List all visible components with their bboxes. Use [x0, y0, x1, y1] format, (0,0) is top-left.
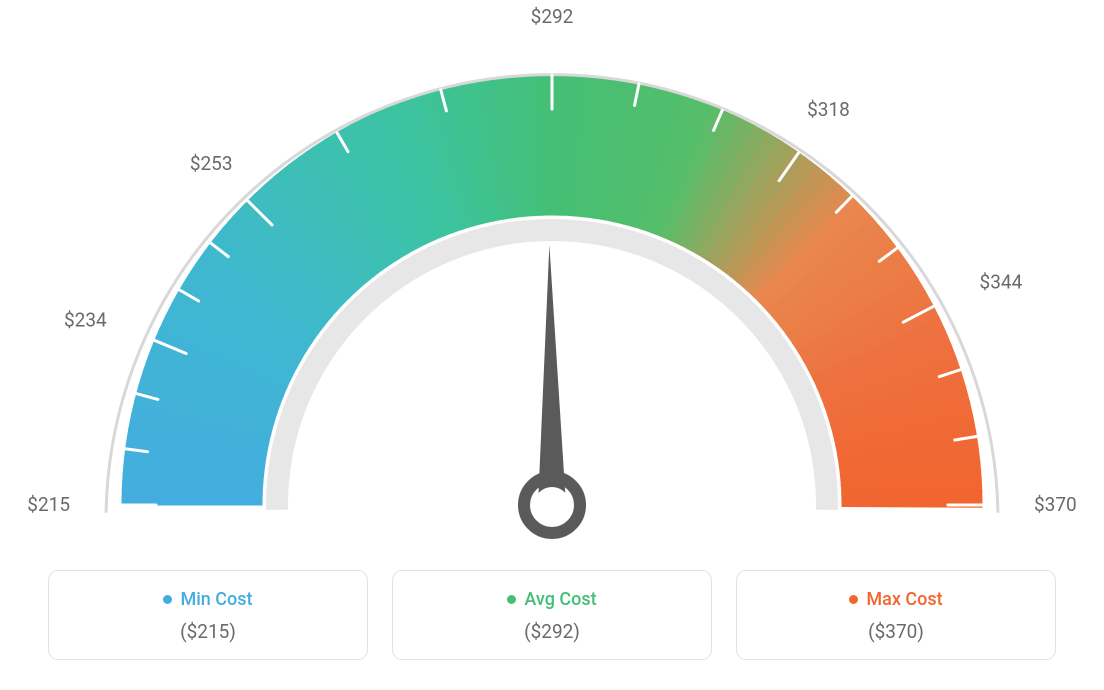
legend-max-value: ($370): [747, 620, 1045, 643]
svg-text:$344: $344: [980, 270, 1023, 293]
svg-text:$253: $253: [190, 152, 233, 175]
legend-max-label: Max Cost: [866, 589, 942, 610]
legend-min-label: Min Cost: [180, 589, 252, 610]
gauge-chart: $215 $234 $253 $292 $318 $344 $370: [0, 0, 1104, 560]
legend-card-min: Min Cost ($215): [48, 570, 368, 660]
legend-max-title: Max Cost: [849, 589, 942, 610]
legend-row: Min Cost ($215) Avg Cost ($292) Max Cost…: [0, 570, 1104, 660]
gauge-needle-hub-hole: [534, 487, 570, 523]
gauge-svg: $215 $234 $253 $292 $318 $344 $370: [0, 0, 1104, 560]
svg-text:$234: $234: [64, 309, 107, 332]
gauge-needle: [538, 245, 566, 505]
legend-avg-value: ($292): [403, 620, 701, 643]
svg-text:$292: $292: [531, 5, 574, 28]
legend-card-max: Max Cost ($370): [736, 570, 1056, 660]
svg-text:$318: $318: [807, 98, 850, 121]
legend-avg-label: Avg Cost: [524, 589, 596, 610]
svg-text:$370: $370: [1034, 493, 1077, 516]
svg-text:$215: $215: [27, 493, 70, 516]
legend-min-title: Min Cost: [163, 589, 252, 610]
legend-min-dot-icon: [163, 595, 172, 604]
legend-min-value: ($215): [59, 620, 357, 643]
legend-avg-dot-icon: [507, 595, 516, 604]
legend-avg-title: Avg Cost: [507, 589, 596, 610]
legend-max-dot-icon: [849, 595, 858, 604]
legend-card-avg: Avg Cost ($292): [392, 570, 712, 660]
